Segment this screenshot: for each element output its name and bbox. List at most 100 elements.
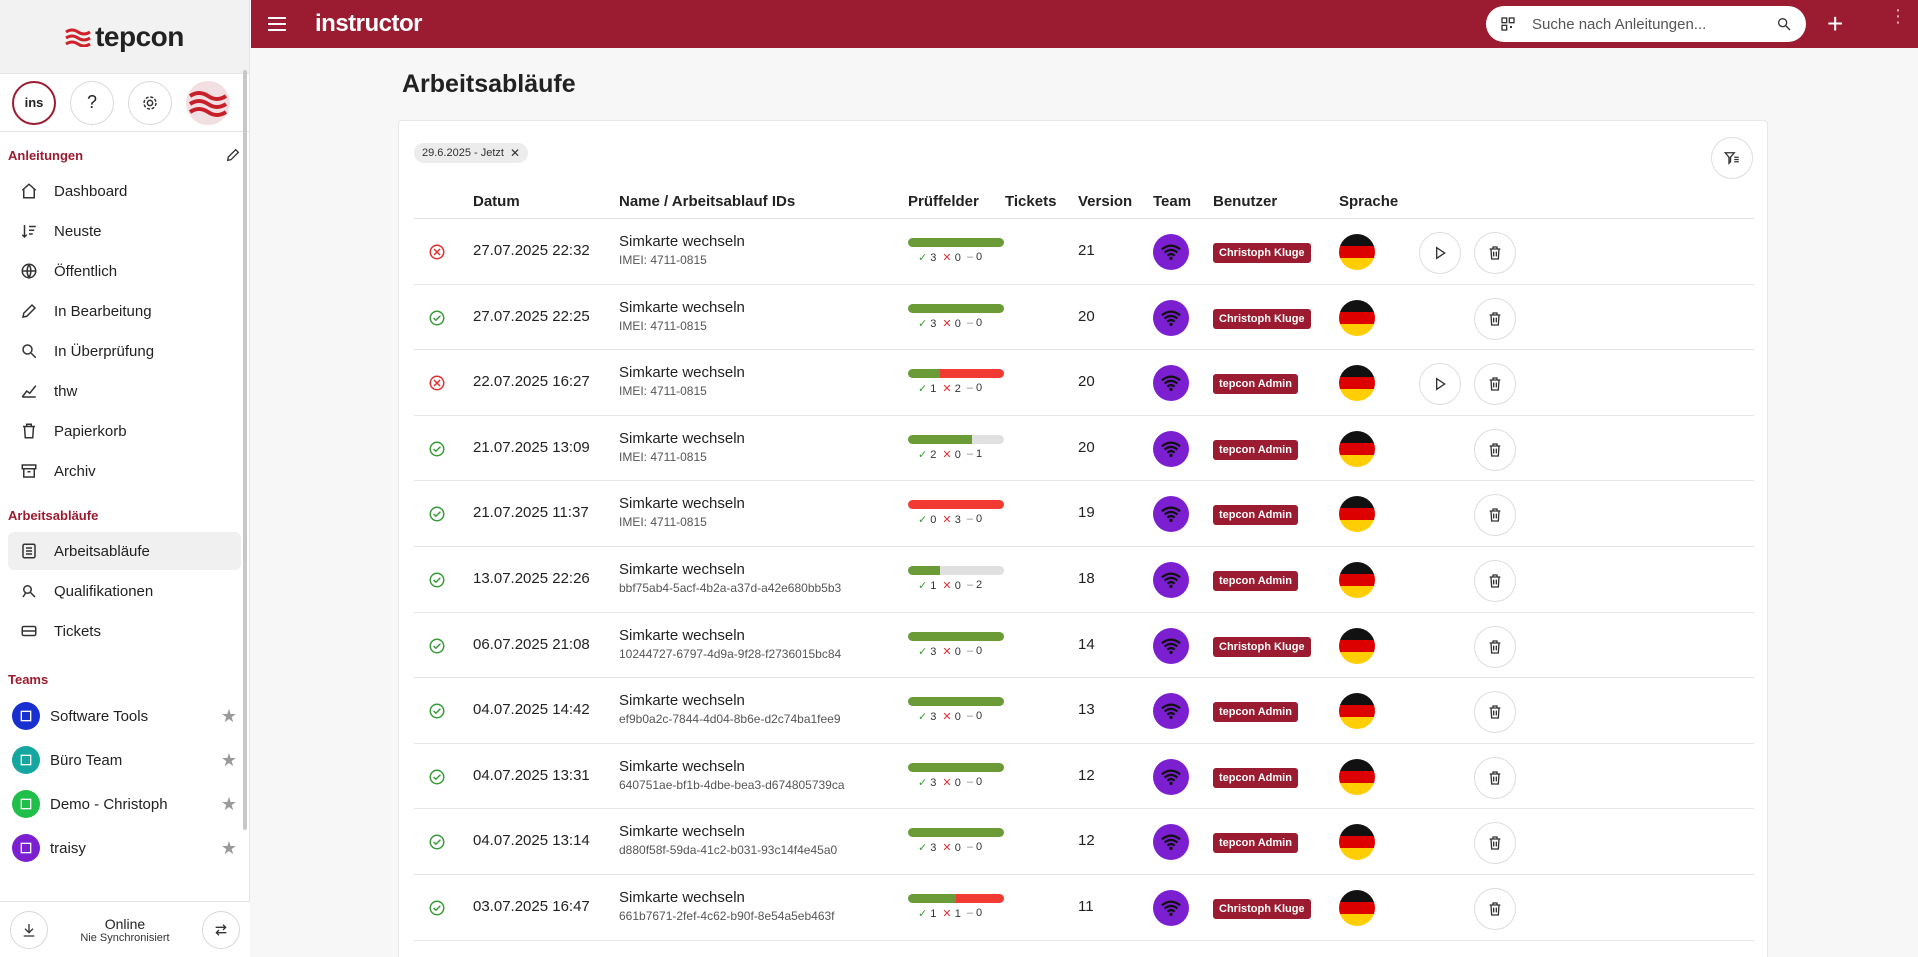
search-input[interactable]: Suche nach Anleitungen... (1532, 15, 1707, 33)
table-row[interactable]: 27.07.2025 22:32 Simkarte wechseln IMEI:… (414, 219, 1754, 285)
delete-button[interactable] (1474, 494, 1516, 537)
row-date: 04.07.2025 13:14 (473, 832, 590, 850)
search-icon[interactable] (1776, 16, 1792, 32)
sidebar-item-in-berpr-fung[interactable]: In Überprüfung (8, 332, 241, 370)
table-row[interactable]: 04.07.2025 13:31 Simkarte wechseln 64075… (414, 744, 1754, 810)
download-button[interactable] (10, 910, 48, 949)
delete-button[interactable] (1474, 625, 1516, 668)
table-row[interactable]: 06.07.2025 21:08 Simkarte wechseln 10244… (414, 613, 1754, 679)
row-name[interactable]: Simkarte wechseln (619, 560, 745, 578)
row-id: d880f58f-59da-41c2-b031-93c14f4e45a0 (619, 843, 838, 858)
sidebar-item-label: Öffentlich (54, 262, 118, 280)
col-version[interactable]: Version (1078, 193, 1133, 210)
sidebar-item-in-bearbeitung[interactable]: In Bearbeitung (8, 292, 241, 330)
cross-icon: ✕ (942, 579, 952, 592)
table-row[interactable]: 21.07.2025 11:37 Simkarte wechseln IMEI:… (414, 481, 1754, 547)
row-name[interactable]: Simkarte wechseln (619, 298, 745, 316)
col-sprache[interactable]: Sprache (1339, 193, 1399, 210)
instructor-app-button[interactable]: ins (12, 80, 56, 125)
col-name[interactable]: Name / Arbeitsablauf IDs (619, 193, 796, 210)
count-open: 0 (976, 316, 983, 329)
sidebar-item-tickets[interactable]: Tickets (8, 612, 241, 650)
team-name: Software Tools (50, 707, 149, 725)
sidebar-item-neuste[interactable]: Neuste (8, 212, 241, 250)
delete-button[interactable] (1474, 559, 1516, 602)
delete-button[interactable] (1474, 756, 1516, 799)
sidebar-item-thw[interactable]: thw (8, 372, 241, 410)
german-flag-icon (1339, 627, 1375, 664)
team-item[interactable]: Büro Team ★ (0, 738, 249, 782)
tepcon-logo[interactable]: tepcon (0, 0, 249, 74)
table-row[interactable]: 22.07.2025 16:27 Simkarte wechseln IMEI:… (414, 350, 1754, 416)
team-item[interactable]: traisy ★ (0, 826, 249, 870)
col-tickets[interactable]: Tickets (1005, 193, 1057, 210)
favorite-star-icon[interactable]: ★ (220, 837, 237, 858)
col-benutzer[interactable]: Benutzer (1213, 193, 1278, 210)
table-row[interactable]: 13.07.2025 22:26 Simkarte wechseln bbf75… (414, 547, 1754, 613)
row-date: 21.07.2025 13:09 (473, 438, 590, 456)
sidebar-item-qualifikationen[interactable]: Qualifikationen (8, 572, 241, 610)
sidebar-scrollbar[interactable] (243, 70, 247, 830)
sidebar-item--ffentlich[interactable]: Öffentlich (8, 252, 241, 290)
help-button[interactable]: ? (70, 80, 114, 125)
checkfield-progress-bar (908, 893, 1004, 903)
table-row[interactable]: 27.07.2025 22:25 Simkarte wechseln IMEI:… (414, 285, 1754, 351)
row-name[interactable]: Simkarte wechseln (619, 495, 745, 513)
table-row[interactable]: 03.07.2025 16:47 Simkarte wechseln 661b7… (414, 875, 1754, 941)
date-filter-chip[interactable]: 29.6.2025 - Jetzt ✕ (414, 143, 529, 163)
play-button[interactable] (1419, 363, 1461, 406)
search-bar[interactable]: Suche nach Anleitungen... (1486, 6, 1806, 42)
brand-logo[interactable]: instructor (315, 10, 423, 37)
row-name[interactable]: Simkarte wechseln (619, 692, 745, 710)
row-name[interactable]: Simkarte wechseln (619, 823, 745, 841)
edit-pencil-icon[interactable] (225, 147, 241, 163)
filter-button[interactable] (1711, 137, 1753, 179)
sidebar-item-papierkorb[interactable]: Papierkorb (8, 412, 241, 450)
sidebar-item-arbeitsabl-ufe[interactable]: Arbeitsabläufe (8, 532, 241, 570)
chip-close-icon[interactable]: ✕ (509, 146, 521, 160)
favorite-star-icon[interactable]: ★ (220, 705, 237, 726)
sidebar-item-archiv[interactable]: Archiv (8, 452, 241, 490)
settings-button[interactable] (128, 80, 172, 125)
play-button[interactable] (1419, 232, 1461, 274)
add-icon[interactable]: + (1827, 8, 1844, 39)
row-name[interactable]: Simkarte wechseln (619, 233, 745, 250)
sync-button[interactable] (201, 910, 240, 949)
count-ok: 3 (930, 252, 937, 264)
count-fail: 0 (954, 645, 961, 658)
hamburger-menu-icon[interactable] (265, 12, 289, 36)
delete-button[interactable] (1474, 297, 1516, 340)
more-menu-icon[interactable]: ⋮ (1889, 6, 1907, 26)
row-name[interactable]: Simkarte wechseln (619, 757, 745, 775)
count-open: 0 (976, 710, 983, 723)
german-flag-icon (1339, 299, 1375, 336)
col-team[interactable]: Team (1153, 193, 1192, 210)
qr-scan-icon[interactable] (1500, 16, 1516, 32)
count-fail: 0 (954, 579, 961, 592)
delete-button[interactable] (1474, 363, 1516, 406)
delete-button[interactable] (1474, 232, 1516, 274)
row-name[interactable]: Simkarte wechseln (619, 888, 745, 906)
favorite-star-icon[interactable]: ★ (220, 793, 237, 814)
table-row[interactable]: 04.07.2025 14:42 Simkarte wechseln ef9b0… (414, 678, 1754, 744)
delete-button[interactable] (1474, 428, 1516, 471)
user-badge: tepcon Admin (1213, 505, 1298, 526)
col-prueffelder[interactable]: Prüffelder (908, 193, 979, 210)
row-name[interactable]: Simkarte wechseln (619, 364, 745, 382)
row-name[interactable]: Simkarte wechseln (619, 429, 745, 447)
trash-icon (1489, 508, 1501, 523)
sidebar-item-dashboard[interactable]: Dashboard (8, 172, 241, 210)
row-name[interactable]: Simkarte wechseln (619, 626, 745, 644)
delete-button[interactable] (1474, 822, 1516, 865)
delete-button[interactable] (1474, 887, 1516, 930)
delete-button[interactable] (1474, 691, 1516, 734)
team-item[interactable]: Demo - Christoph ★ (0, 782, 249, 826)
table-row[interactable]: 04.07.2025 13:14 Simkarte wechseln d880f… (414, 809, 1754, 875)
favorite-star-icon[interactable]: ★ (220, 749, 237, 770)
checkfield-counts: ✓ 1 ✕ 1 – 0 (918, 907, 982, 920)
count-fail: 0 (954, 317, 961, 330)
col-datum[interactable]: Datum (473, 193, 520, 210)
table-row[interactable]: 21.07.2025 13:09 Simkarte wechseln IMEI:… (414, 416, 1754, 482)
team-item[interactable]: Software Tools ★ (0, 694, 249, 738)
user-avatar[interactable] (186, 80, 230, 125)
